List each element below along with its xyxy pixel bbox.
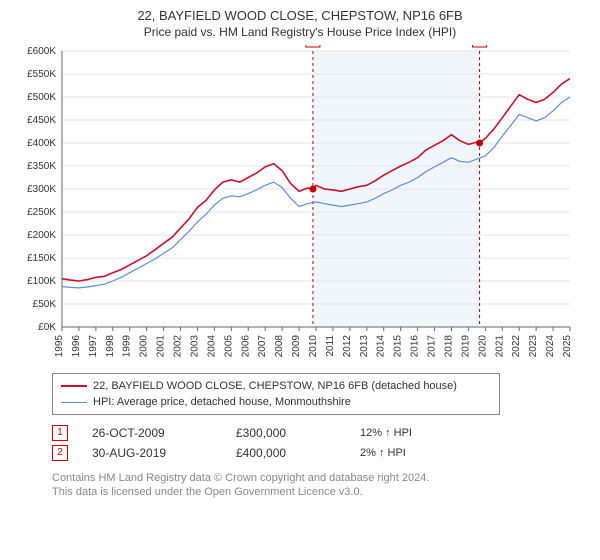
svg-text:2018: 2018 [443, 335, 454, 358]
event-row: 2 30-AUG-2019 £400,000 2% ↑ HPI [52, 443, 590, 463]
svg-text:2025: 2025 [562, 335, 573, 358]
svg-text:2008: 2008 [274, 335, 285, 358]
svg-text:£50K: £50K [33, 299, 57, 310]
legend-item: HPI: Average price, detached house, Monm… [61, 394, 491, 410]
svg-text:1995: 1995 [54, 335, 65, 358]
svg-text:1997: 1997 [88, 335, 99, 358]
legend-swatch [61, 402, 87, 403]
svg-text:1996: 1996 [71, 335, 82, 358]
svg-text:£450K: £450K [27, 115, 56, 126]
svg-text:£300K: £300K [27, 184, 56, 195]
svg-text:2017: 2017 [427, 335, 438, 358]
event-price: £300,000 [236, 423, 336, 443]
svg-text:£550K: £550K [27, 69, 56, 80]
event-marker-icon: 1 [52, 425, 68, 441]
svg-text:1: 1 [310, 45, 316, 47]
svg-text:2007: 2007 [257, 335, 268, 358]
svg-text:2013: 2013 [359, 335, 370, 358]
svg-text:£100K: £100K [27, 276, 56, 287]
svg-text:2014: 2014 [376, 335, 387, 358]
svg-text:2023: 2023 [528, 335, 539, 358]
svg-text:2020: 2020 [477, 335, 488, 358]
svg-text:£0K: £0K [38, 322, 56, 333]
svg-text:2021: 2021 [494, 335, 505, 358]
svg-text:2011: 2011 [325, 335, 336, 357]
event-date: 26-OCT-2009 [92, 423, 212, 443]
svg-text:2010: 2010 [308, 335, 319, 358]
svg-text:£600K: £600K [27, 46, 56, 57]
svg-text:2009: 2009 [291, 335, 302, 358]
sale-events: 1 26-OCT-2009 £300,000 12% ↑ HPI 2 30-AU… [52, 423, 590, 463]
legend-label: 22, BAYFIELD WOOD CLOSE, CHEPSTOW, NP16 … [93, 378, 457, 394]
footer-line: Contains HM Land Registry data © Crown c… [52, 471, 590, 485]
svg-text:2019: 2019 [460, 335, 471, 358]
svg-text:£350K: £350K [27, 161, 56, 172]
svg-text:£250K: £250K [27, 207, 56, 218]
svg-text:£200K: £200K [27, 230, 56, 241]
svg-text:2001: 2001 [156, 335, 167, 358]
footer-line: This data is licensed under the Open Gov… [52, 485, 590, 499]
event-delta: 2% ↑ HPI [360, 443, 406, 463]
legend-item: 22, BAYFIELD WOOD CLOSE, CHEPSTOW, NP16 … [61, 378, 491, 394]
svg-text:2003: 2003 [189, 335, 200, 358]
svg-text:1998: 1998 [105, 335, 116, 358]
footer-attribution: Contains HM Land Registry data © Crown c… [52, 471, 590, 499]
event-marker-icon: 2 [52, 445, 68, 461]
svg-text:£500K: £500K [27, 92, 56, 103]
svg-text:£400K: £400K [27, 138, 56, 149]
svg-text:2024: 2024 [545, 335, 556, 358]
event-price: £400,000 [236, 443, 336, 463]
legend-swatch [61, 385, 87, 387]
price-chart: £0K £50K £100K £150K £200K £250K £300K £350K £40… [20, 45, 580, 365]
svg-text:2000: 2000 [139, 335, 150, 358]
chart-legend: 22, BAYFIELD WOOD CLOSE, CHEPSTOW, NP16 … [52, 373, 500, 415]
legend-label: HPI: Average price, detached house, Monm… [93, 394, 351, 410]
event-row: 1 26-OCT-2009 £300,000 12% ↑ HPI [52, 423, 590, 443]
svg-text:2005: 2005 [223, 335, 234, 358]
svg-text:2006: 2006 [240, 335, 251, 358]
page-subtitle: Price paid vs. HM Land Registry's House … [10, 25, 590, 39]
page-title: 22, BAYFIELD WOOD CLOSE, CHEPSTOW, NP16 … [10, 8, 590, 23]
svg-text:2012: 2012 [342, 335, 353, 358]
svg-text:2002: 2002 [173, 335, 184, 358]
svg-text:1999: 1999 [122, 335, 133, 358]
event-delta: 12% ↑ HPI [360, 423, 412, 443]
svg-text:2004: 2004 [206, 335, 217, 358]
event-date: 30-AUG-2019 [92, 443, 212, 463]
svg-text:2016: 2016 [410, 335, 421, 358]
svg-text:2015: 2015 [393, 335, 404, 358]
svg-text:£150K: £150K [27, 253, 56, 264]
svg-text:2022: 2022 [511, 335, 522, 358]
svg-text:2: 2 [477, 45, 483, 47]
